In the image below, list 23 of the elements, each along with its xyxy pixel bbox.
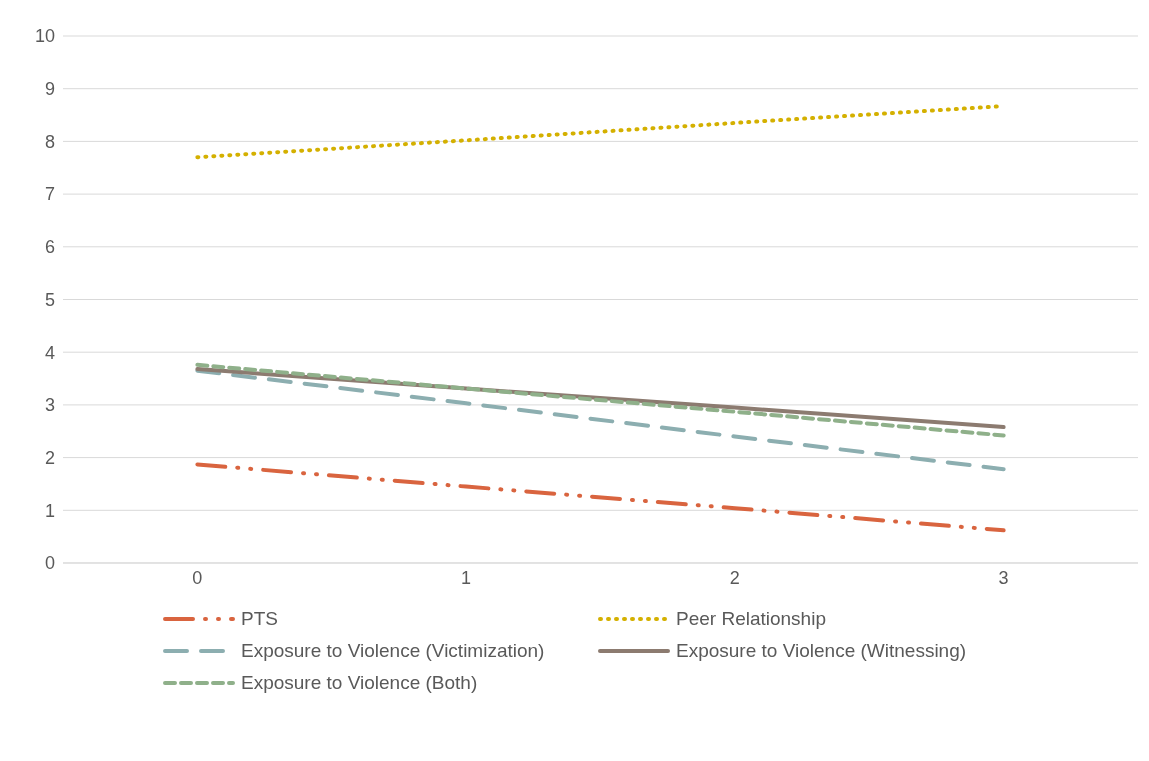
x-tick-label: 3 — [998, 567, 1009, 588]
legend-label: Exposure to Violence (Both) — [241, 672, 478, 694]
y-tick-label: 2 — [44, 447, 55, 468]
y-tick-label: 3 — [44, 395, 55, 416]
y-tick-label: 6 — [44, 237, 55, 258]
line-series — [195, 462, 1006, 533]
line-series — [195, 362, 1006, 438]
line-series — [195, 368, 1006, 472]
legend-label: Exposure to Violence (Witnessing) — [676, 640, 967, 662]
legend-label: Exposure to Violence (Victimization) — [241, 640, 545, 662]
y-tick-label: 4 — [44, 342, 55, 363]
y-tick-label: 7 — [44, 184, 55, 205]
legend-label: PTS — [241, 608, 278, 630]
y-tick-label: 5 — [44, 289, 55, 310]
y-tick-label: 1 — [44, 500, 55, 521]
y-tick-label: 0 — [44, 553, 55, 574]
x-tick-label: 1 — [461, 567, 472, 588]
y-tick-label: 8 — [44, 131, 55, 152]
x-tick-label: 0 — [192, 567, 203, 588]
y-tick-label: 9 — [44, 79, 55, 100]
y-tick-label: 10 — [34, 26, 55, 47]
x-tick-label: 2 — [729, 567, 740, 588]
legend-label: Peer Relationship — [676, 608, 826, 630]
